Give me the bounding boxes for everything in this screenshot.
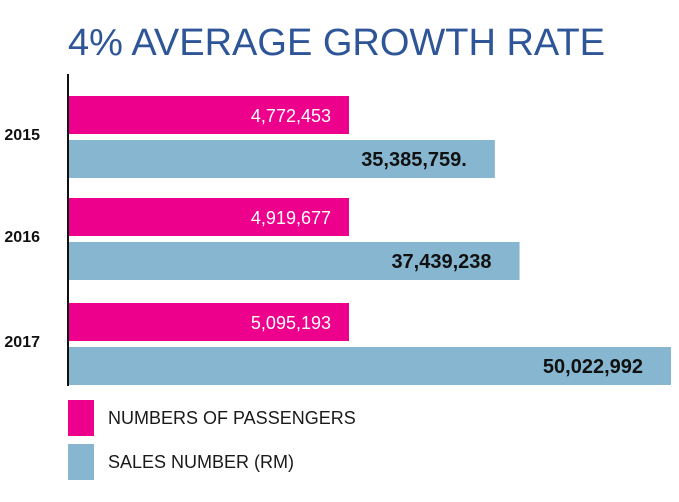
bar-chart: 4,772,453 35,385,759. 2015 4,919,677 37,439,… <box>4 74 671 386</box>
legend-swatch-passengers <box>68 400 94 436</box>
legend-label-passengers: NUMBERS OF PASSENGERS <box>108 407 356 428</box>
legend-swatch-sales <box>68 444 94 480</box>
label-passengers-2017: 5,095,193 <box>251 313 331 333</box>
bar-sales-2016 <box>69 242 520 280</box>
chart-title: 4% AVERAGE GROWTH RATE <box>68 22 606 64</box>
legend-label-sales: SALES NUMBER (RM) <box>108 451 295 472</box>
bar-sales-2017 <box>69 347 671 385</box>
category-label-2015: 2015 <box>4 127 40 144</box>
bar-passengers-2015 <box>69 96 349 134</box>
legend-item-passengers: NUMBERS OF PASSENGERS <box>68 398 356 438</box>
label-passengers-2016: 4,919,677 <box>251 208 331 228</box>
bar-sales-2015 <box>69 140 495 178</box>
legend-item-sales: SALES NUMBER (RM) <box>68 442 356 482</box>
label-sales-2017: 50,022,992 <box>543 356 643 378</box>
category-label-2016: 2016 <box>4 229 40 246</box>
category-label-2017: 2017 <box>4 334 40 351</box>
label-sales-2015: 35,385,759. <box>361 149 467 171</box>
bar-passengers-2016 <box>69 198 349 236</box>
bar-passengers-2017 <box>69 303 349 341</box>
label-sales-2016: 37,439,238 <box>391 251 491 273</box>
legend: NUMBERS OF PASSENGERS SALES NUMBER (RM) <box>68 398 356 486</box>
label-passengers-2015: 4,772,453 <box>251 106 331 126</box>
